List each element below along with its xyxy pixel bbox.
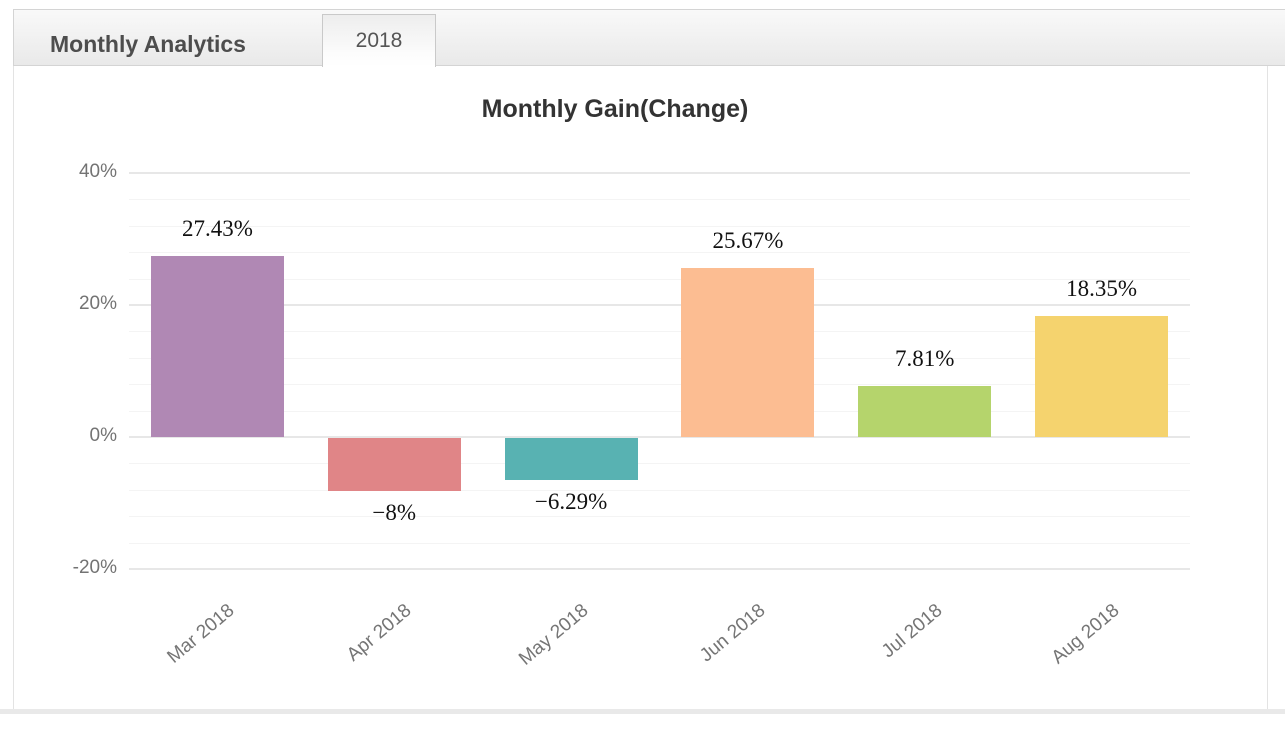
minor-gridline — [129, 357, 1190, 359]
bar-jul-2018[interactable] — [858, 385, 992, 437]
bar-value-label: 27.43% — [181, 216, 253, 241]
minor-gridline — [129, 278, 1190, 280]
minor-gridline — [129, 384, 1190, 386]
bar-apr-2018[interactable] — [327, 438, 461, 491]
minor-gridline — [129, 252, 1190, 254]
minor-gridline — [129, 199, 1190, 201]
y-axis-tick-label: 0% — [89, 425, 117, 446]
minor-gridline — [129, 331, 1190, 333]
bar-value-label: −8% — [372, 499, 417, 525]
minor-gridline — [129, 489, 1190, 491]
bar-value-label: 25.67% — [712, 227, 784, 253]
panel-title: Monthly Analytics — [50, 31, 246, 57]
tab-2018[interactable]: 2018 — [322, 14, 436, 67]
bar-may-2018[interactable] — [504, 438, 638, 480]
bar-mar-2018[interactable] — [150, 256, 284, 437]
panel-divider — [0, 709, 1285, 714]
bar-value-label: 7.81% — [895, 345, 955, 371]
major-gridline — [129, 172, 1190, 174]
chart-title: Monthly Gain(Change) — [481, 95, 749, 123]
bar-jun-2018[interactable] — [681, 267, 815, 437]
major-gridline — [129, 568, 1190, 570]
bar-value-label: −6.29% — [534, 488, 608, 514]
minor-gridline — [129, 463, 1190, 465]
bar-aug-2018[interactable] — [1035, 315, 1169, 437]
y-axis-tick-label: 40% — [78, 161, 117, 182]
major-gridline — [129, 436, 1190, 438]
minor-gridline — [129, 410, 1190, 412]
y-axis-tick-label: 20% — [78, 293, 117, 314]
panel-header: Monthly Analytics — [13, 9, 1285, 66]
minor-gridline — [129, 542, 1190, 544]
minor-gridline — [129, 225, 1190, 227]
bar-value-label: 18.35% — [1066, 275, 1138, 301]
major-gridline — [129, 304, 1190, 306]
minor-gridline — [129, 516, 1190, 518]
y-axis-tick-label: -20% — [72, 557, 117, 578]
